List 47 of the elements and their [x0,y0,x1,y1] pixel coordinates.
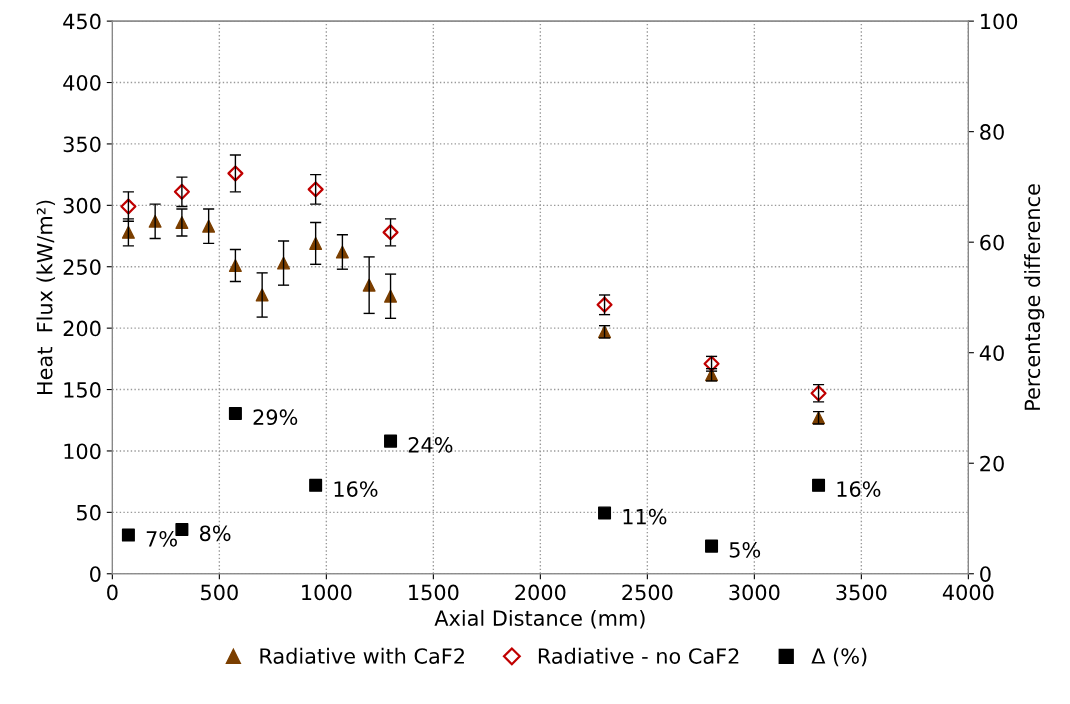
data-label: 8% [199,525,231,542]
data-label: 5% [729,541,761,558]
y2-tick-label: 80 [980,124,1004,140]
x-axis-title: Axial Distance (mm) [434,609,645,629]
y2-axis-title: Percentage difference [1024,184,1045,410]
x-tick-label: 2000 [515,584,566,601]
point [812,478,826,492]
x-tick-label: 0 [107,584,118,601]
y-tick-label: 100 [64,443,101,460]
y2-tick-label: 60 [980,234,1004,251]
y-axis-title: Heat Flux (kW/m²) [36,200,56,394]
y2-tick-label: 100 [981,13,1018,30]
point [228,406,242,420]
data-label: 7% [146,530,177,547]
x-tick-label: 4000 [942,584,994,601]
data-label: 11% [623,508,667,525]
point [175,523,189,537]
point [384,434,398,448]
legend-label: Δ (%) [811,647,867,667]
y-tick-label: 400 [63,74,101,91]
x-tick-label: 2500 [622,584,673,601]
point [309,478,323,492]
y-tick-label: 50 [77,504,101,521]
x-tick-label: 1000 [302,584,352,601]
point [598,506,612,520]
y-tick-label: 450 [63,13,101,30]
data-label: 16% [334,481,378,497]
x-tick-label: 1500 [409,584,459,601]
y-tick-label: 250 [63,259,101,275]
y-tick-label: 150 [64,382,101,398]
y-tick-label: 200 [63,320,101,337]
y-tick-label: 300 [63,197,101,214]
legend-label: Radiative with CaF2 [260,647,464,664]
y2-tick-label: 20 [980,455,1004,472]
data-label: 16% [837,481,881,497]
x-tick-label: 3500 [836,584,887,601]
x-tick-label: 500 [201,584,238,601]
y-tick-label: 0 [90,566,101,582]
point [705,539,719,553]
legend-label: Radiative - no CaF2 [538,647,739,664]
data-label: 29% [253,409,298,426]
data-label: 24% [408,436,453,453]
y-tick-label: 350 [63,136,101,153]
x-tick-label: 3000 [729,584,780,601]
point [121,528,135,542]
y2-tick-label: 0 [980,566,991,582]
y2-tick-label: 40 [979,345,1004,361]
